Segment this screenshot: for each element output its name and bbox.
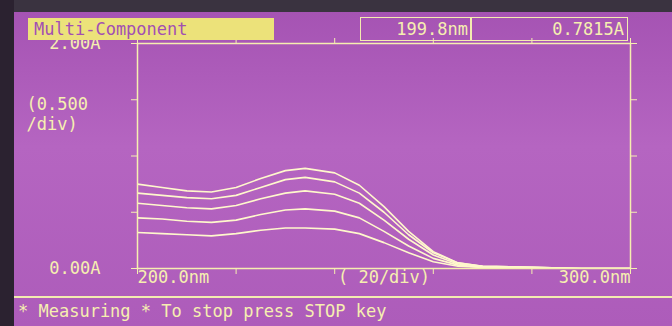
svg-text:(0.500/div): (0.500/div) — [27, 94, 88, 134]
svg-text:200.0nm: 200.0nm — [138, 267, 210, 287]
svg-text:300.0nm: 300.0nm — [559, 267, 631, 287]
svg-text:( 20/div): ( 20/div) — [338, 267, 430, 287]
svg-text:0.00A: 0.00A — [49, 258, 100, 278]
